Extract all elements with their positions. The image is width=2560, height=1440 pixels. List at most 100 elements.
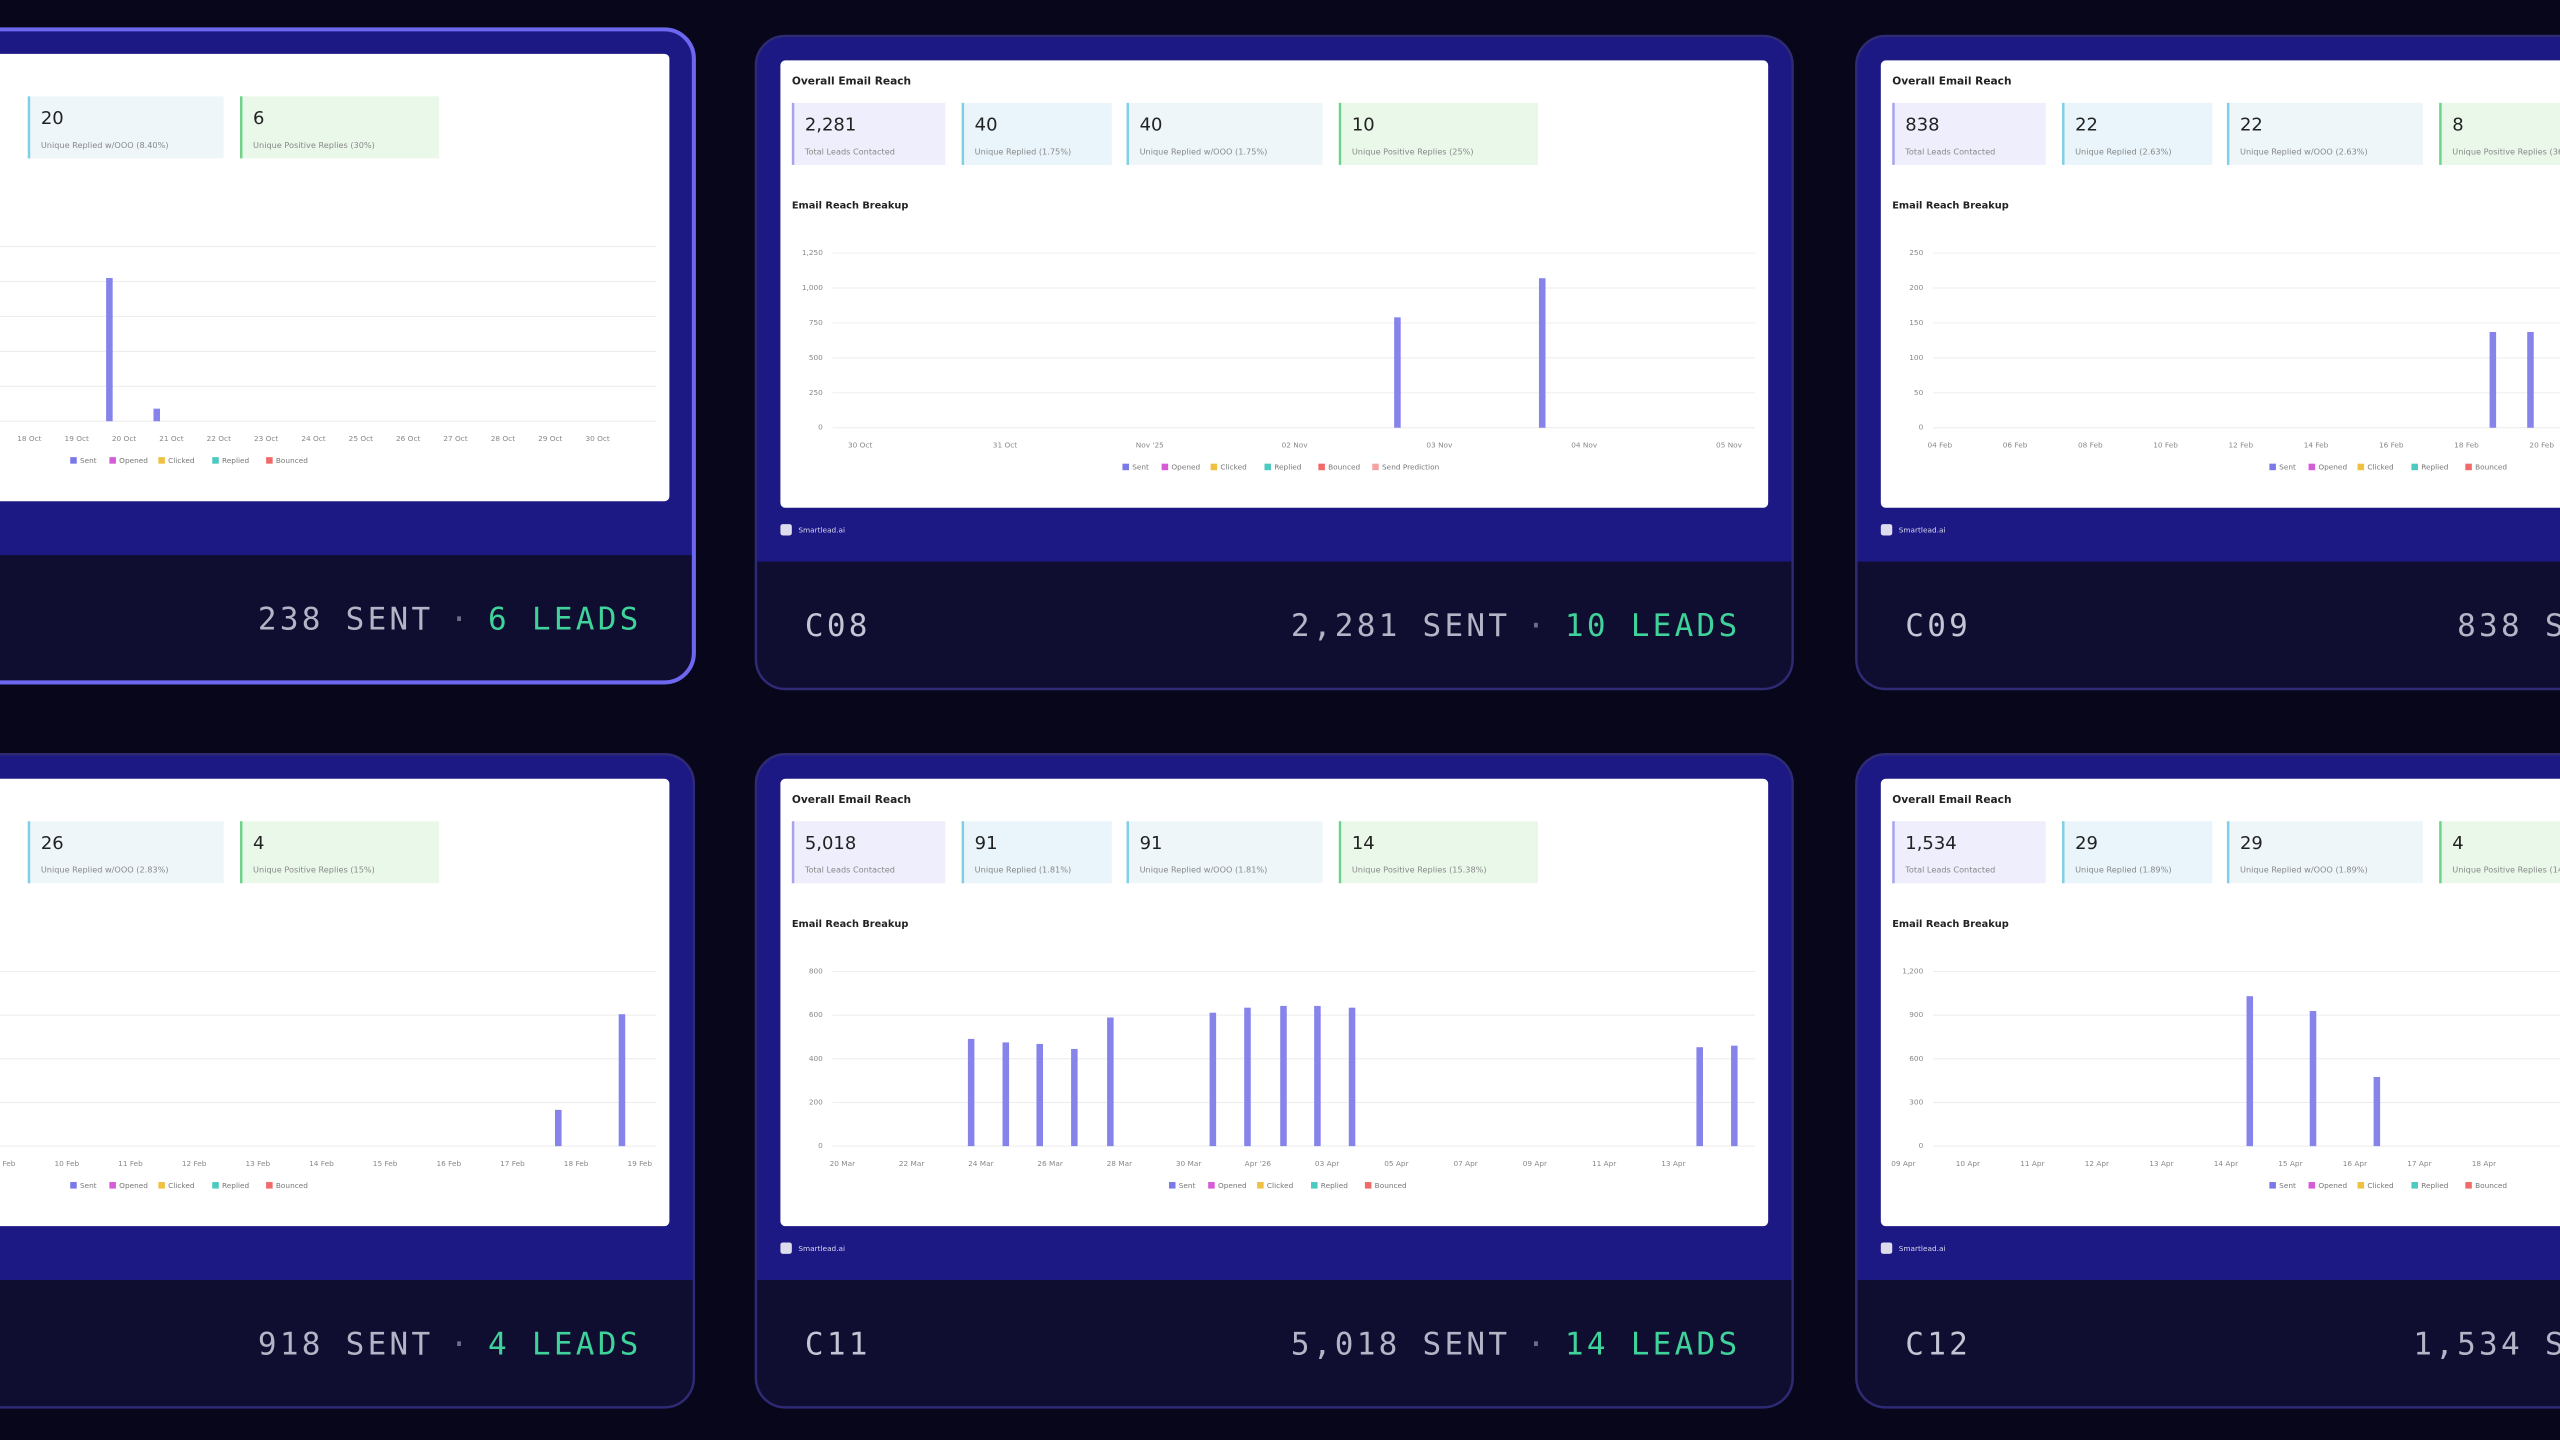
- x-tick-label: 28 Mar: [1107, 1159, 1133, 1168]
- x-tick-label: 04 Nov: [1571, 441, 1598, 450]
- x-tick-label: 03 Nov: [1426, 441, 1453, 450]
- bar: [153, 408, 161, 422]
- y-tick-label: 1,250: [802, 248, 823, 257]
- legend-label: Sent: [80, 1181, 97, 1190]
- x-tick-label: 26 Mar: [1037, 1159, 1063, 1168]
- x-tick-label: 03 Apr: [1315, 1159, 1340, 1168]
- y-tick-label: 0: [1919, 1141, 1924, 1150]
- stat-box: [791, 821, 946, 884]
- x-tick-label: 24 Mar: [968, 1159, 994, 1168]
- y-tick-label: 200: [809, 1097, 823, 1106]
- stat-value: 22: [2075, 115, 2098, 136]
- bar: [1244, 1007, 1251, 1147]
- y-tick-label: 200: [1909, 283, 1923, 292]
- y-tick-label: 500: [809, 353, 823, 362]
- stat-label: Unique Replied w/OOO (1.81%): [1140, 865, 1268, 875]
- stat-label: Total Leads Contacted: [804, 146, 895, 156]
- stat-value: 26: [41, 833, 64, 854]
- stat-value: 6: [253, 108, 264, 129]
- legend-label: Bounced: [276, 1181, 308, 1190]
- overview-title: Overall Email Reach: [792, 793, 911, 806]
- stat-value: 1,534: [1905, 833, 1956, 854]
- stat-value: 29: [2075, 833, 2098, 854]
- x-tick-label: 10 Feb: [2153, 441, 2178, 450]
- legend-label: Sent: [2279, 1181, 2296, 1190]
- card-border: [754, 753, 1794, 1409]
- stat-value: 40: [1140, 115, 1163, 136]
- breakup-title: Email Reach Breakup: [1892, 201, 2009, 212]
- legend-swatch: [1372, 463, 1379, 471]
- stat-edge: [791, 821, 795, 884]
- legend-label: Replied: [1274, 463, 1301, 472]
- legend-label: Clicked: [168, 456, 194, 465]
- leads-count: 4 LEADS: [488, 1326, 642, 1362]
- stat-value: 91: [1140, 833, 1163, 854]
- stat-box: [240, 96, 440, 159]
- x-tick-label: 13 Feb: [245, 1159, 270, 1168]
- x-tick-label: 23 Oct: [254, 434, 278, 443]
- x-tick-label: 16 Feb: [436, 1159, 461, 1168]
- bar: [1538, 278, 1546, 428]
- stat-value: 20: [41, 108, 64, 129]
- x-tick-label: 25 Oct: [349, 434, 373, 443]
- legend-label: Bounced: [1375, 1181, 1407, 1190]
- stat-box: [240, 821, 440, 884]
- legend-swatch: [70, 1182, 77, 1189]
- x-tick-label: 30 Oct: [585, 434, 609, 443]
- stat-label: Unique Replied w/OOO (8.40%): [41, 140, 169, 150]
- x-tick-label: 14 Feb: [309, 1159, 334, 1168]
- legend-swatch: [212, 457, 219, 464]
- x-tick-label: 12 Feb: [182, 1159, 207, 1168]
- stat-value: 8: [2452, 115, 2463, 136]
- bar: [2309, 1011, 2317, 1147]
- stat-box: [1892, 821, 2046, 884]
- legend-swatch: [1257, 1182, 1264, 1189]
- legend-label: Replied: [2421, 1181, 2448, 1190]
- x-tick-label: 18 Apr: [2472, 1159, 2497, 1168]
- bar: [1314, 1005, 1321, 1147]
- x-tick-label: 19 Oct: [65, 434, 89, 443]
- x-tick-label: 09 Feb: [0, 1159, 16, 1168]
- card-footer: [0, 1280, 694, 1408]
- footer-stats: 838 SENT·8 LEADS: [2457, 608, 2560, 644]
- bar: [1107, 1017, 1114, 1147]
- stat-value: 40: [975, 115, 998, 136]
- card-footer: [1856, 1280, 2560, 1408]
- stat-edge: [2226, 102, 2230, 165]
- legend-swatch: [2269, 463, 2276, 471]
- stat-label: Unique Positive Replies (14%): [2452, 865, 2560, 875]
- stat-box: [2439, 102, 2560, 165]
- card-label: C08: [805, 608, 871, 644]
- stat-edge: [2439, 102, 2442, 165]
- stat-box: [1338, 821, 1538, 884]
- legend-swatch: [2357, 1182, 2365, 1189]
- legend-swatch: [1161, 463, 1169, 471]
- card-footer: [0, 555, 694, 683]
- card: Overall Email Reach 1,534 Total Leads Cont…: [1855, 753, 2560, 1409]
- x-tick-label: 24 Oct: [301, 434, 325, 443]
- stat-edge: [2062, 821, 2065, 884]
- x-tick-label: 21 Oct: [159, 434, 183, 443]
- brand-name: Smartlead.ai: [1899, 1244, 1946, 1253]
- sent-count: 2,281 SENT: [1291, 608, 1510, 644]
- y-tick-label: 300: [1909, 1097, 1923, 1106]
- legend-swatch: [212, 1182, 219, 1189]
- legend-swatch: [2411, 463, 2418, 471]
- sent-count: 838 SENT: [2457, 608, 2560, 644]
- x-tick-label: 14 Feb: [2304, 441, 2329, 450]
- x-tick-label: 19 Feb: [627, 1159, 652, 1168]
- card: Overall Email Reach 838 Total Leads Contac…: [1855, 34, 2560, 691]
- y-tick-label: 750: [809, 318, 823, 327]
- bar: [1036, 1043, 1043, 1147]
- stat-edge: [27, 821, 31, 884]
- stat-box: [961, 821, 1112, 884]
- stat-value: 2,281: [805, 115, 856, 136]
- legend-label: Opened: [1218, 1181, 1247, 1190]
- x-tick-label: 11 Apr: [1592, 1159, 1617, 1168]
- brand-logo: [780, 524, 792, 536]
- legend-label: Bounced: [2475, 463, 2507, 472]
- x-tick-label: 20 Mar: [830, 1159, 856, 1168]
- card-border: [0, 753, 696, 1409]
- bar: [2489, 332, 2497, 428]
